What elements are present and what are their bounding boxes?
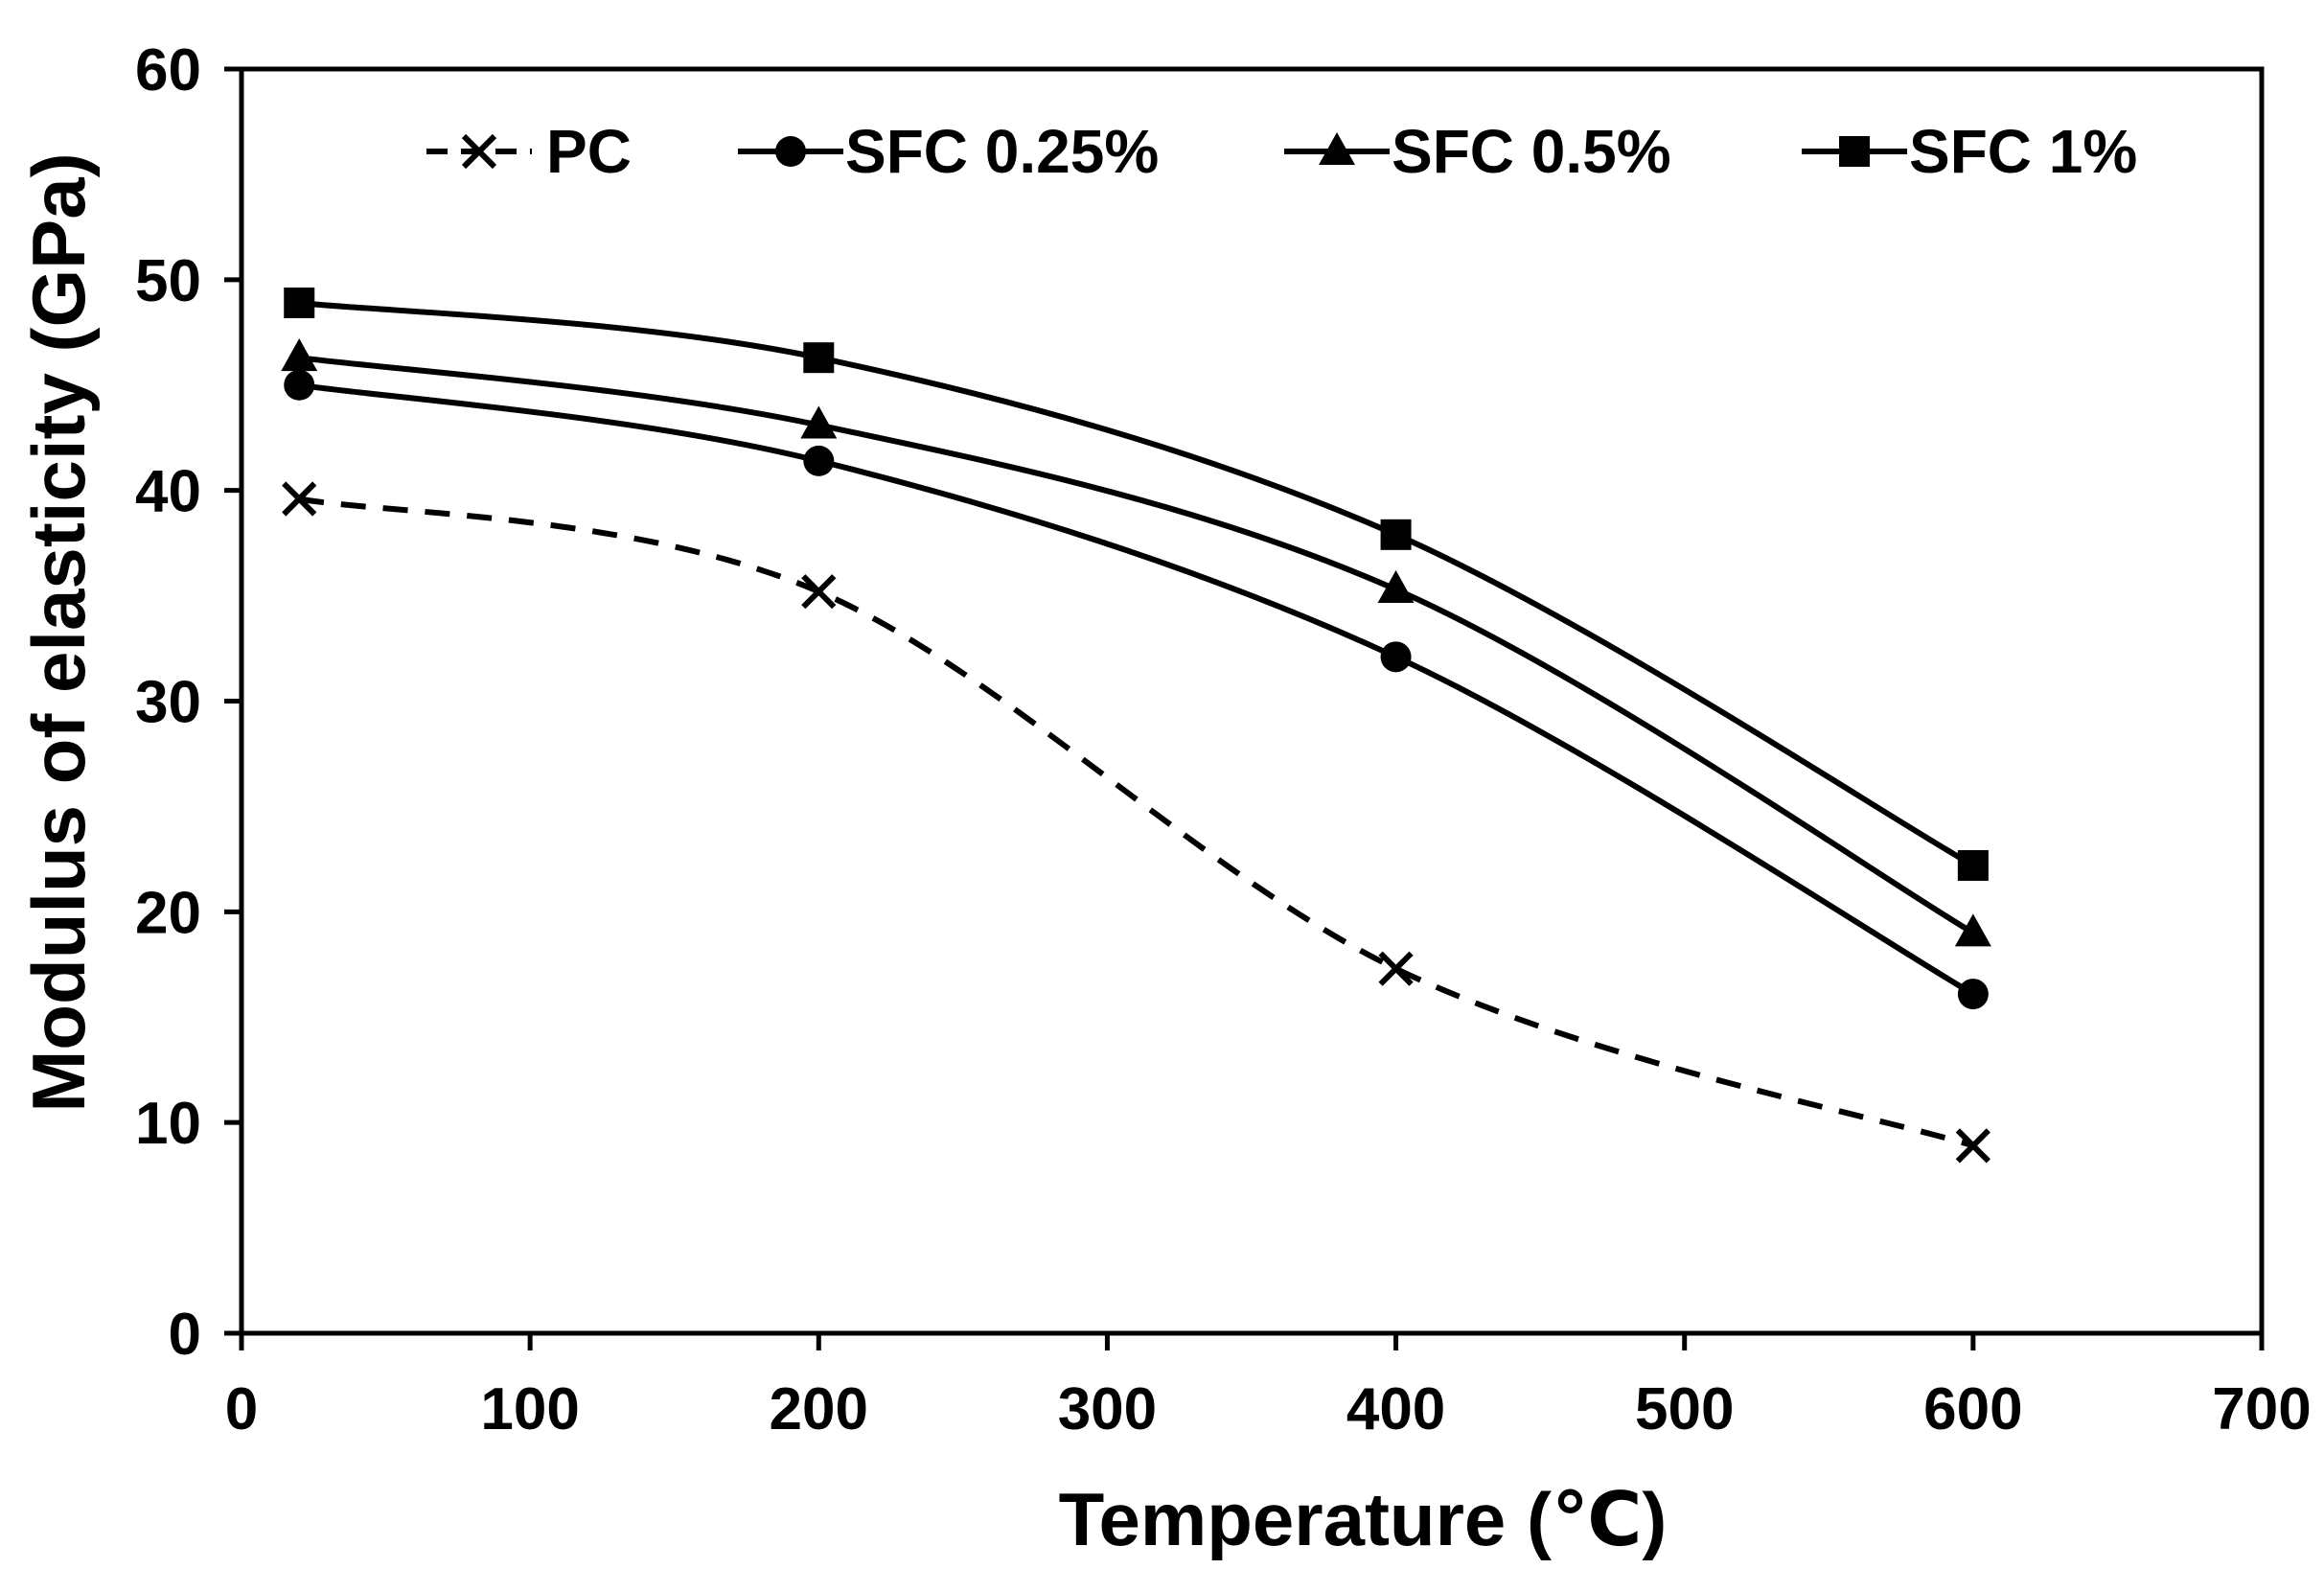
x-tick-label: 200: [770, 1376, 868, 1442]
x-tick-label: 100: [480, 1376, 579, 1442]
y-tick-label: 0: [169, 1302, 201, 1368]
data-point-sfc-0-5: [281, 338, 318, 372]
y-tick-label: 30: [135, 670, 201, 736]
data-point-pc: [1378, 951, 1414, 986]
series-line-sfc-0-5: [298, 355, 1975, 935]
series-line-pc: [298, 496, 1974, 1149]
y-tick-label: 60: [135, 37, 201, 104]
x-tick-label: 600: [1923, 1376, 2022, 1442]
legend-marker-pc: [461, 133, 497, 170]
y-tick-label: 40: [135, 459, 201, 525]
data-point-sfc-1: [1957, 849, 1989, 881]
data-point-pc: [282, 481, 317, 517]
legend-label-pc: PC: [546, 117, 632, 186]
y-axis-title: Modulus of elasticity (GPa): [16, 152, 101, 1112]
data-point-sfc-0-5: [1377, 569, 1415, 603]
series-line-sfc-1: [298, 300, 1975, 868]
plot-series: [281, 288, 1991, 1164]
x-tick-label: 500: [1635, 1376, 1734, 1442]
data-point-sfc-1: [284, 288, 315, 319]
x-tick-label: 300: [1058, 1376, 1157, 1442]
series-line-sfc-0-25: [298, 381, 1975, 997]
data-point-sfc-0-25: [1380, 641, 1412, 673]
legend-marker-sfc-1: [1839, 136, 1870, 167]
legend-label-sfc-0-5: SFC 0.5%: [1392, 117, 1671, 186]
data-point-sfc-1: [803, 342, 835, 374]
data-point-sfc-0-5: [800, 405, 838, 439]
x-axis-title: Temperature (℃): [1059, 1477, 1668, 1561]
legend-label-sfc-0-25: SFC 0.25%: [845, 117, 1159, 186]
data-point-sfc-0-25: [803, 445, 835, 476]
legend-marker-sfc-0-25: [775, 136, 806, 167]
legend: PC SFC 0.25% SFC 0.5% SFC 1%: [426, 117, 2137, 186]
data-point-sfc-0-25: [1957, 979, 1989, 1010]
axes: 0 100 200 300 400 500 600 700 0 10 20 30 40 50 60: [135, 37, 2312, 1442]
legend-label-sfc-1: SFC 1%: [1909, 117, 2137, 186]
x-tick-label: 400: [1346, 1376, 1445, 1442]
data-point-pc: [801, 574, 837, 610]
data-point-sfc-0-5: [1954, 913, 1991, 947]
x-tick-label: 0: [225, 1376, 258, 1442]
y-tick-label: 20: [135, 880, 201, 946]
x-tick-label: 700: [2212, 1376, 2311, 1442]
data-point-sfc-1: [1380, 519, 1412, 550]
y-tick-label: 50: [135, 248, 201, 314]
data-point-sfc-0-25: [284, 369, 315, 401]
data-point-pc: [1955, 1128, 1990, 1164]
y-tick-label: 10: [135, 1091, 201, 1157]
legend-marker-sfc-0-5: [1319, 132, 1355, 165]
